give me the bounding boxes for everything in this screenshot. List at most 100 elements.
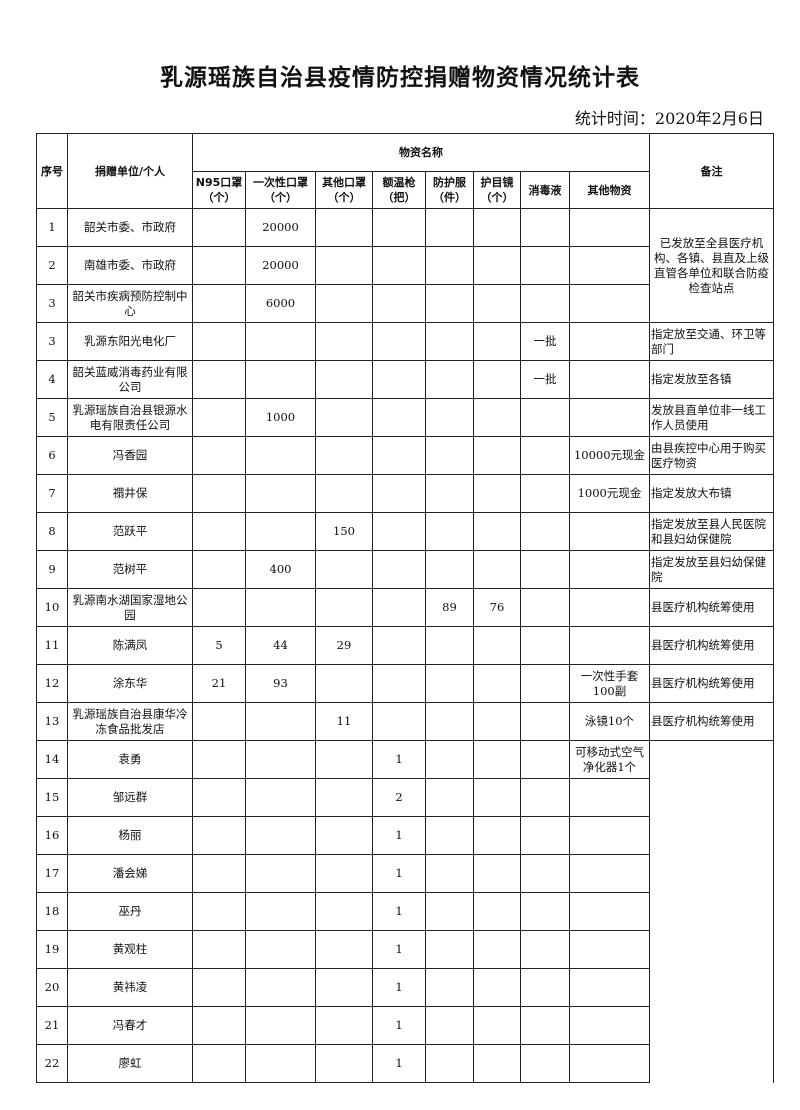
table-row: 9 范树平 400 指定发放至县妇幼保健院 xyxy=(36,550,774,589)
item-cell xyxy=(473,436,521,475)
item-cell xyxy=(425,512,474,551)
item-cell: 76 xyxy=(473,588,521,627)
item-cell: 1 xyxy=(372,892,426,931)
item-cell xyxy=(425,892,474,931)
donor-cell: 韶关市疾病预防控制中心 xyxy=(67,284,193,323)
item-cell xyxy=(569,930,650,969)
item-cell xyxy=(315,740,373,779)
seq-cell: 6 xyxy=(36,436,68,475)
item-cell xyxy=(473,208,521,247)
item-cell: 44 xyxy=(245,626,316,665)
item-cell xyxy=(473,740,521,779)
donor-cell: 廖虹 xyxy=(67,1044,193,1083)
remark-cell: 发放县直单位非一线工作人员使用 xyxy=(649,398,774,437)
seq-cell: 14 xyxy=(36,740,68,779)
item-cell xyxy=(315,588,373,627)
item-cell xyxy=(569,892,650,931)
item-cell xyxy=(425,284,474,323)
item-cell xyxy=(473,284,521,323)
item-cell xyxy=(245,968,316,1007)
item-cell: 20000 xyxy=(245,208,316,247)
item-cell xyxy=(245,740,316,779)
header-seq: 序号 xyxy=(36,133,68,209)
item-cell xyxy=(425,702,474,741)
item-cell xyxy=(192,284,246,323)
item-cell xyxy=(425,208,474,247)
donor-cell: 黄祎凌 xyxy=(67,968,193,1007)
item-cell xyxy=(192,322,246,361)
item-cell xyxy=(245,588,316,627)
item-cell xyxy=(425,550,474,589)
item-cell xyxy=(192,1044,246,1083)
item-cell xyxy=(425,1044,474,1083)
remark-cell xyxy=(649,740,774,1083)
seq-cell: 10 xyxy=(36,588,68,627)
donor-cell: 巫丹 xyxy=(67,892,193,931)
table-row: 22 廖虹 1 xyxy=(36,1044,774,1083)
item-cell xyxy=(520,626,570,665)
item-cell xyxy=(473,626,521,665)
header-remark: 备注 xyxy=(649,133,774,209)
item-cell xyxy=(425,968,474,1007)
item-cell xyxy=(315,322,373,361)
remark-cell: 指定发放大布镇 xyxy=(649,474,774,513)
item-cell xyxy=(315,1006,373,1045)
remark-cell: 指定放至交通、环卫等部门 xyxy=(649,322,774,361)
item-cell: 93 xyxy=(245,664,316,703)
item-cell xyxy=(520,664,570,703)
item-cell xyxy=(520,778,570,817)
donor-cell: 袁勇 xyxy=(67,740,193,779)
item-cell xyxy=(192,360,246,399)
seq-cell: 13 xyxy=(36,702,68,741)
donor-cell: 范跃平 xyxy=(67,512,193,551)
item-cell xyxy=(245,930,316,969)
seq-cell: 20 xyxy=(36,968,68,1007)
item-cell xyxy=(569,512,650,551)
item-cell xyxy=(473,664,521,703)
table-row: 10 乳源南水湖国家湿地公园 89 76 县医疗机构统筹使用 xyxy=(36,588,774,627)
item-cell xyxy=(569,322,650,361)
item-cell xyxy=(372,322,426,361)
item-cell xyxy=(315,208,373,247)
item-cell xyxy=(315,284,373,323)
donor-cell: 冯春才 xyxy=(67,1006,193,1045)
table-row: 3 乳源东阳光电化厂 一批 指定放至交通、环卫等部门 xyxy=(36,322,774,361)
item-cell xyxy=(245,778,316,817)
item-cell xyxy=(569,626,650,665)
donor-cell: 陈满凤 xyxy=(67,626,193,665)
donor-cell: 乳源瑶族自治县康华冷冻食品批发店 xyxy=(67,702,193,741)
donor-cell: 韶关蓝威消毒药业有限公司 xyxy=(67,360,193,399)
item-cell xyxy=(569,398,650,437)
table-row: 1 韶关市委、市政府 20000 已发放至全县医疗机构、各镇、县直及上级直管各单位和联… xyxy=(36,208,774,323)
item-cell xyxy=(372,664,426,703)
seq-cell: 16 xyxy=(36,816,68,855)
table-row: 11 陈满凤 5 44 29 县医疗机构统筹使用 xyxy=(36,626,774,665)
item-cell xyxy=(192,816,246,855)
item-cell xyxy=(425,474,474,513)
table-row: 21 冯春才 1 xyxy=(36,1006,774,1045)
item-cell: 1000 xyxy=(245,398,316,437)
item-cell xyxy=(520,246,570,285)
item-cell xyxy=(192,474,246,513)
header-item-group: 物资名称 xyxy=(192,133,650,172)
item-cell xyxy=(520,930,570,969)
table-row: 17 潘会娣 1 xyxy=(36,854,774,893)
item-cell xyxy=(569,854,650,893)
item-cell: 89 xyxy=(425,588,474,627)
seq-cell: 19 xyxy=(36,930,68,969)
item-cell xyxy=(425,816,474,855)
item-cell xyxy=(569,1044,650,1083)
item-cell xyxy=(245,1044,316,1083)
item-cell xyxy=(372,398,426,437)
item-cell xyxy=(245,436,316,475)
seq-cell: 4 xyxy=(36,360,68,399)
item-cell: 2 xyxy=(372,778,426,817)
item-cell: 一次性手套100副 xyxy=(569,664,650,703)
item-cell xyxy=(315,778,373,817)
statistics-date: 统计时间：2020年2月6日 xyxy=(574,109,764,128)
item-cell: 400 xyxy=(245,550,316,589)
item-cell xyxy=(192,702,246,741)
donor-cell: 禤井保 xyxy=(67,474,193,513)
item-cell xyxy=(372,512,426,551)
item-cell: 20000 xyxy=(245,246,316,285)
